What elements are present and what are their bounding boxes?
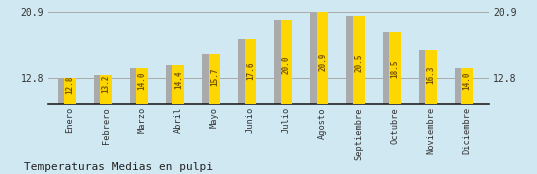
Bar xyxy=(208,54,220,104)
Text: 20.5: 20.5 xyxy=(354,54,363,72)
Text: 18.5: 18.5 xyxy=(390,59,400,78)
Bar xyxy=(461,68,473,104)
Bar xyxy=(455,68,466,104)
Bar xyxy=(346,16,358,104)
Bar xyxy=(353,16,365,104)
Bar xyxy=(425,50,437,104)
Text: 15.7: 15.7 xyxy=(210,67,219,86)
Text: Temperaturas Medias en pulpi: Temperaturas Medias en pulpi xyxy=(24,162,213,172)
Text: 17.6: 17.6 xyxy=(246,62,255,80)
Text: 14.4: 14.4 xyxy=(174,71,183,89)
Text: 14.0: 14.0 xyxy=(462,72,471,90)
Bar xyxy=(317,13,329,104)
Bar xyxy=(136,68,148,104)
Bar xyxy=(245,39,256,104)
Bar xyxy=(57,78,69,104)
Bar xyxy=(310,13,322,104)
Bar xyxy=(166,65,178,104)
Bar xyxy=(382,32,394,104)
Text: 20.0: 20.0 xyxy=(282,55,291,74)
Text: 14.0: 14.0 xyxy=(137,72,147,90)
Bar xyxy=(64,78,76,104)
Bar xyxy=(130,68,141,104)
Bar xyxy=(238,39,250,104)
Text: 13.2: 13.2 xyxy=(101,74,111,93)
Text: 12.8: 12.8 xyxy=(66,75,75,94)
Bar xyxy=(100,75,112,104)
Bar xyxy=(94,75,105,104)
Bar xyxy=(274,20,286,104)
Bar xyxy=(281,20,292,104)
Text: 20.9: 20.9 xyxy=(318,53,327,71)
Bar xyxy=(389,32,401,104)
Bar xyxy=(172,65,184,104)
Bar xyxy=(419,50,430,104)
Text: 16.3: 16.3 xyxy=(426,65,436,84)
Bar xyxy=(202,54,214,104)
